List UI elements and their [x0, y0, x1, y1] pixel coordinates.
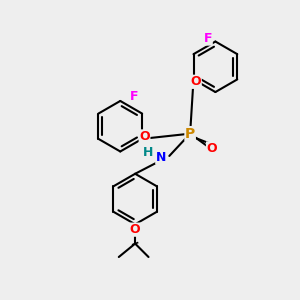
Text: O: O: [130, 223, 140, 236]
Text: O: O: [190, 75, 201, 88]
Text: O: O: [139, 130, 150, 143]
Text: H: H: [143, 146, 154, 160]
Text: F: F: [204, 32, 212, 45]
Text: P: P: [185, 127, 195, 141]
Text: N: N: [156, 151, 166, 164]
Text: O: O: [206, 142, 217, 155]
Text: F: F: [130, 90, 139, 104]
